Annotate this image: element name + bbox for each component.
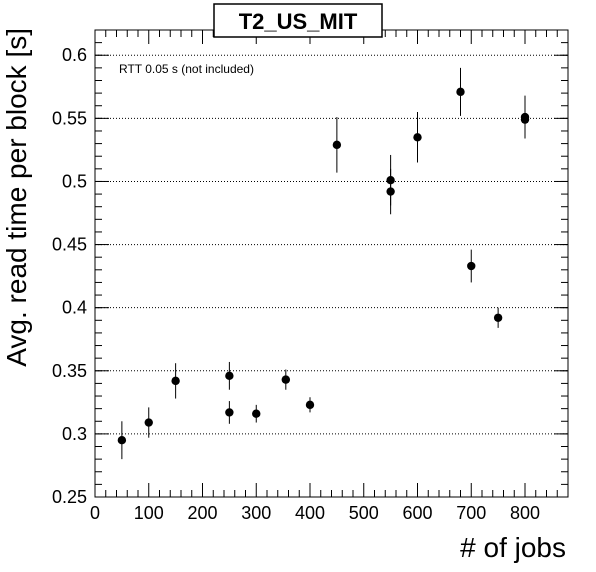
data-point <box>225 408 234 417</box>
y-tick-label: 0.6 <box>62 45 87 65</box>
y-tick-label: 0.55 <box>52 108 87 128</box>
title-box <box>213 3 383 38</box>
data-point <box>117 436 127 445</box>
data-point <box>520 115 530 124</box>
x-tick-label: 600 <box>402 503 432 523</box>
chart-title: T2_US_MIT <box>239 9 358 34</box>
data-point <box>144 418 153 427</box>
y-tick-label: 0.5 <box>62 171 87 191</box>
x-tick-label: 300 <box>241 503 271 523</box>
data-point <box>281 375 291 384</box>
x-tick-label: 500 <box>349 503 379 523</box>
data-point <box>467 261 476 271</box>
x-tick-label: 400 <box>295 503 325 523</box>
x-axis-title: # of jobs <box>460 532 566 563</box>
data-points <box>117 67 530 460</box>
axis-ticks <box>94 30 568 498</box>
data-point <box>456 87 465 97</box>
data-point <box>305 400 315 410</box>
y-axis-title: Avg. read time per block [s] <box>1 28 32 367</box>
x-tick-label: 0 <box>90 503 100 523</box>
x-tick-labels: 0 100 200 300 400 500 600 700 800 <box>90 503 540 523</box>
data-point <box>171 376 180 386</box>
data-point <box>225 371 234 381</box>
y-tick-label: 0.35 <box>52 361 87 381</box>
data-point <box>386 187 395 196</box>
data-point <box>332 140 342 150</box>
x-tick-label: 800 <box>510 503 540 523</box>
data-point <box>493 313 503 322</box>
y-tick-label: 0.3 <box>62 424 87 444</box>
plot-frame <box>94 29 569 498</box>
x-tick-label: 100 <box>134 503 164 523</box>
x-tick-label: 700 <box>456 503 486 523</box>
y-tick-label: 0.25 <box>52 487 87 507</box>
y-tick-label: 0.45 <box>52 235 87 255</box>
grid-lines <box>95 54 568 435</box>
data-point <box>413 133 422 142</box>
x-tick-label: 200 <box>187 503 217 523</box>
data-point <box>252 409 261 418</box>
y-tick-labels: 0.25 0.3 0.35 0.4 0.45 0.5 0.55 0.6 <box>52 45 87 507</box>
rtt-annotation: RTT 0.05 s (not included) <box>119 62 254 76</box>
y-tick-label: 0.4 <box>62 298 87 318</box>
